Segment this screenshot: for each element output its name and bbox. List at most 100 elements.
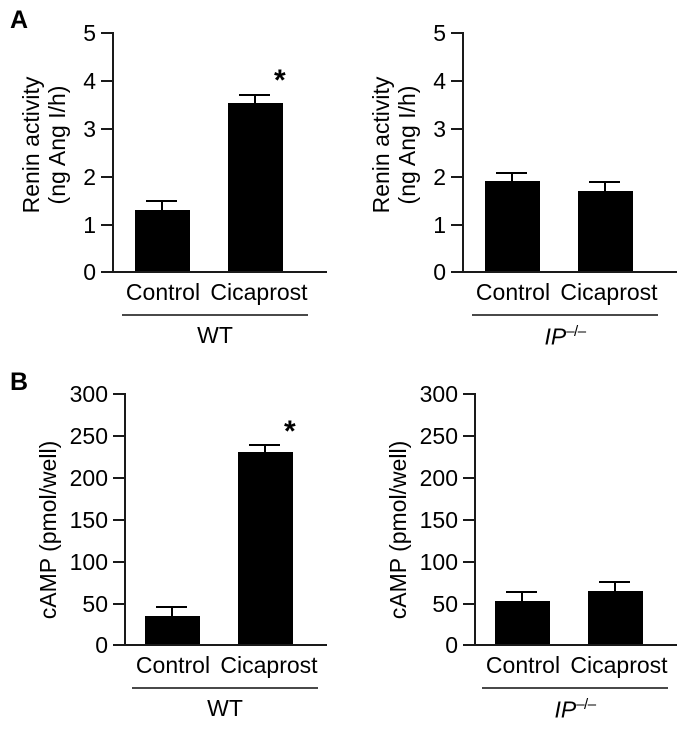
y-tick-300 [113,393,124,395]
y-tick-label-2: 2 [433,164,446,190]
y-tick-label-100: 100 [419,549,458,575]
category-label-cicaprost: Cicaprost [570,652,668,678]
y-tick-label-250: 250 [419,423,458,449]
errorbar-line-cicaprost [614,581,616,593]
errorbar-cap-control [496,172,527,174]
panel-a: A Renin activity (ng Ang I/h) Renin acti… [0,0,700,365]
y-tick-label-200: 200 [69,465,108,491]
y-tick-label-3: 3 [433,116,446,142]
errorbar-line-control [171,606,173,618]
category-label-control: Control [475,279,551,305]
y-tick-200 [463,477,474,479]
y-tick-label-1: 1 [433,212,446,238]
chart-a-ipko: 5 4 3 2 1 0 Control Cicaprost IP–/– [350,0,700,365]
y-tick-50 [463,603,474,605]
errorbar-cap-control [156,606,187,608]
y-tick-label-150: 150 [69,507,108,533]
errorbar-line-cicaprost [264,444,266,454]
y-tick-label-300: 300 [69,381,108,407]
bar-cicaprost [238,452,293,644]
panel-a-letter: A [10,6,29,34]
y-tick-3 [451,128,462,130]
y-tick-label-50: 50 [432,591,458,617]
y-tick-label-4: 4 [433,68,446,94]
category-label-cicaprost: Cicaprost [560,279,658,305]
chart-b-ipko: 300 250 200 150 100 50 0 Control Cicapro… [350,365,700,730]
bar-control [485,181,540,271]
y-tick-2 [101,176,112,178]
y-tick-1 [451,224,462,226]
y-tick-0 [463,644,474,646]
panel-b-letter: B [10,368,29,396]
significance-star-cicaprost: * [274,64,286,97]
y-tick-150 [463,519,474,521]
y-tick-label-5: 5 [83,20,96,46]
y-tick-5 [451,32,462,34]
chart-b-wt: 300 250 200 150 100 50 0 * Control Cicap… [0,365,350,730]
category-label-cicaprost: Cicaprost [210,279,308,305]
y-axis-spine [474,393,476,646]
errorbar-cap-cicaprost [239,94,270,96]
category-label-control: Control [125,279,201,305]
y-tick-250 [463,435,474,437]
group-label-ipko: IP–/– [482,697,668,722]
y-tick-label-250: 250 [69,423,108,449]
y-tick-label-4: 4 [83,68,96,94]
y-tick-label-300: 300 [419,381,458,407]
panel-b: B cAMP (pmol/well) cAMP (pmol/well) 300 … [0,365,700,730]
y-tick-5 [101,32,112,34]
y-tick-label-2: 2 [83,164,96,190]
y-tick-1 [101,224,112,226]
y-tick-label-0: 0 [445,632,458,658]
y-axis-spine [462,32,464,273]
y-tick-label-200: 200 [419,465,458,491]
group-rule-ipko [472,314,658,316]
x-axis-baseline [124,644,327,646]
errorbar-cap-cicaprost [249,444,280,446]
y-tick-0 [113,644,124,646]
y-tick-0 [101,271,112,273]
bar-cicaprost [228,103,283,271]
significance-star-cicaprost: * [284,415,296,448]
category-label-control: Control [135,652,211,678]
y-tick-300 [463,393,474,395]
y-tick-3 [101,128,112,130]
y-tick-label-50: 50 [82,591,108,617]
bar-cicaprost [588,591,643,644]
group-rule-wt [132,687,318,689]
errorbar-line-control [511,172,513,183]
x-axis-baseline [112,271,327,273]
y-tick-4 [451,80,462,82]
y-tick-label-150: 150 [419,507,458,533]
errorbar-line-cicaprost [604,181,606,193]
group-label-superscript: –/– [576,696,596,713]
errorbar-line-control [521,591,523,603]
errorbar-cap-control [506,591,537,593]
y-tick-label-0: 0 [83,259,96,285]
bar-control [135,210,190,271]
errorbar-cap-cicaprost [589,181,620,183]
errorbar-cap-cicaprost [599,581,630,583]
y-axis-spine [112,32,114,273]
group-label-ipko: IP–/– [472,324,658,349]
y-tick-250 [113,435,124,437]
category-label-control: Control [485,652,561,678]
group-label-wt: WT [197,322,233,348]
group-label-superscript: –/– [566,323,586,340]
y-tick-100 [463,561,474,563]
x-axis-baseline [462,271,677,273]
y-tick-label-5: 5 [433,20,446,46]
group-rule-wt [122,314,308,316]
bar-control [495,601,550,644]
y-tick-label-1: 1 [83,212,96,238]
group-label-text: IP [544,323,567,350]
errorbar-line-control [161,200,163,212]
y-tick-label-3: 3 [83,116,96,142]
category-label-cicaprost: Cicaprost [220,652,318,678]
bar-cicaprost [578,191,633,271]
y-tick-label-0: 0 [433,259,446,285]
y-axis-spine [124,393,126,646]
chart-a-wt: 5 4 3 2 1 0 * Control Cicaprost WT [0,0,350,365]
y-tick-150 [113,519,124,521]
